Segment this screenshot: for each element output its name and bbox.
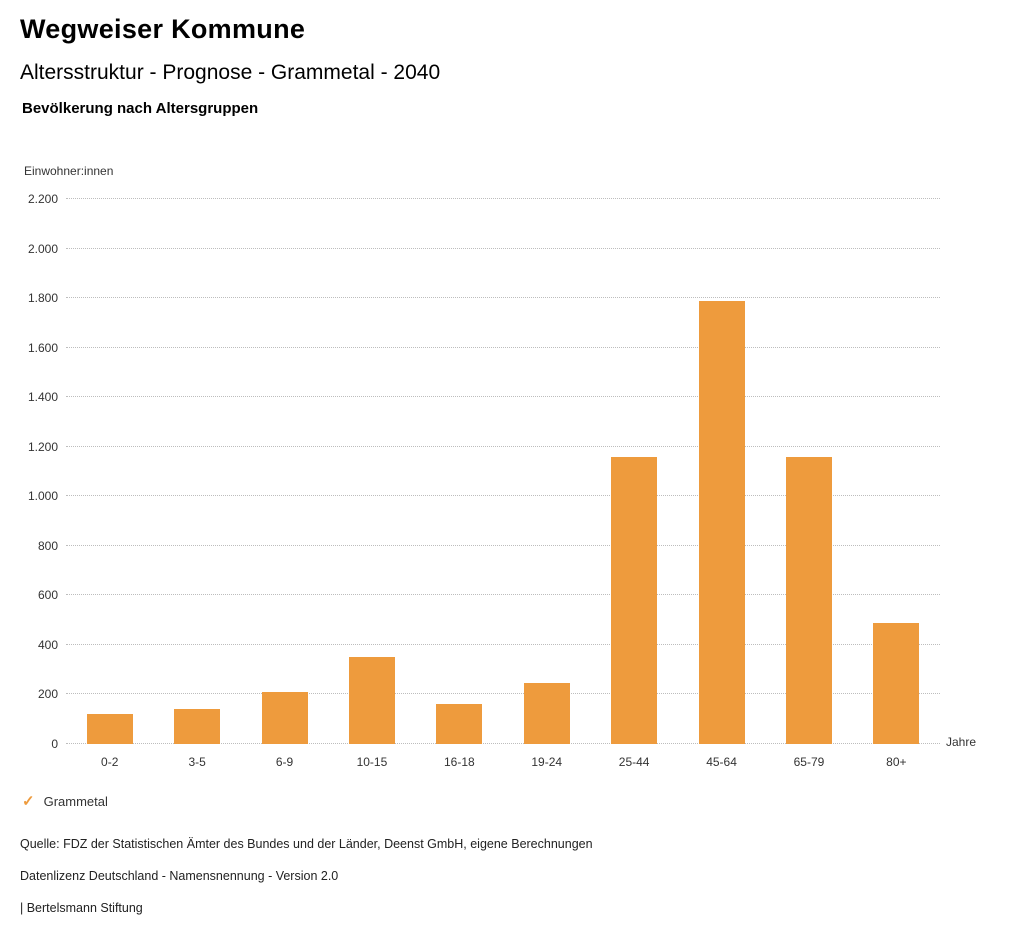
page-title: Wegweiser Kommune [20, 14, 306, 44]
bar-3-5[interactable] [174, 709, 221, 744]
age-structure-chart: Einwohner:innen 0 200 400 600 800 1.000 1.200 1… [20, 164, 1004, 769]
x-tick-label: 16-18 [443, 755, 475, 769]
chart-subtitle: Altersstruktur - Prognose - Grammetal - … [20, 61, 441, 84]
y-tick-label: 1.000 [27, 489, 58, 504]
x-tick-label: 80+ [886, 755, 907, 769]
y-tick-label: 1.200 [27, 439, 58, 454]
y-tick-label: 1.400 [27, 390, 58, 405]
x-axis-labels: 0-2 3-5 6-9 10-15 16-18 19-24 25-44 45-64 65-79 8… [66, 755, 940, 769]
y-tick-label: 800 [37, 538, 58, 553]
gridline [66, 643, 940, 645]
x-tick-label: 25-44 [618, 755, 650, 769]
gridline [66, 346, 940, 348]
x-tick-label: 10-15 [356, 755, 388, 769]
legend-item-grammetal[interactable]: ✓ Grammetal [22, 794, 108, 809]
bar-slot [416, 704, 503, 744]
gridline [66, 743, 940, 744]
license-line: Datenlizenz Deutschland - Namensnennung … [20, 869, 339, 883]
x-tick-label: 6-9 [275, 755, 294, 769]
bars-container [66, 199, 940, 744]
gridline [66, 594, 940, 596]
bar-65-79[interactable] [785, 456, 832, 744]
chart-section-title: Bevölkerung nach Altersgruppen [22, 100, 259, 117]
bar-slot [853, 622, 940, 744]
x-tick-label: 65-79 [793, 755, 825, 769]
x-tick-label: 3-5 [188, 755, 206, 769]
source-line: Quelle: FDZ der Statistischen Ämter des … [20, 837, 593, 851]
x-axis-title: Jahre [946, 735, 977, 749]
bar-45-64[interactable] [698, 300, 745, 744]
y-tick-label: 400 [37, 637, 58, 652]
gridline [66, 495, 940, 497]
bar-25-44[interactable] [611, 456, 658, 744]
chart-plot-row: 0 200 400 600 800 1.000 1.200 1.400 1.600 1.800 2.… [20, 192, 1004, 751]
gridline [66, 693, 940, 695]
y-tick-label: 2.200 [27, 192, 58, 206]
gridline [66, 544, 940, 546]
y-tick-label: 0 [51, 737, 58, 751]
x-tick-label: 45-64 [706, 755, 737, 769]
y-tick-label: 600 [37, 588, 58, 603]
plot-area [66, 198, 940, 744]
bar-slot [590, 456, 677, 744]
bar-slot [66, 714, 153, 744]
y-tick-label: 200 [37, 687, 58, 702]
footer: Quelle: FDZ der Statistischen Ämter des … [20, 837, 1004, 915]
y-tick-label: 1.600 [27, 340, 58, 355]
legend-label: Grammetal [43, 794, 108, 809]
x-axis-title-column: Jahre [940, 199, 1004, 749]
gridline [66, 247, 940, 249]
y-tick-label: 1.800 [27, 291, 58, 306]
y-axis-title: Einwohner:innen [24, 164, 114, 178]
bar-16-18[interactable] [436, 704, 483, 744]
gridline [66, 297, 940, 299]
bar-slot [678, 300, 765, 744]
bar-0-2[interactable] [86, 714, 133, 744]
x-tick-label: 0-2 [101, 755, 119, 769]
bar-6-9[interactable] [261, 691, 308, 744]
y-tick-label: 2.000 [27, 241, 58, 256]
bar-slot [765, 456, 852, 744]
bar-slot [153, 709, 240, 744]
bar-slot [503, 683, 590, 744]
bar-10-15[interactable] [348, 657, 395, 744]
attribution-line: | Bertelsmann Stiftung [20, 901, 143, 915]
y-axis: 0 200 400 600 800 1.000 1.200 1.400 1.600 1.800 2.… [20, 192, 66, 751]
bar-19-24[interactable] [523, 683, 570, 744]
gridline [66, 445, 940, 447]
gridline [66, 396, 940, 398]
x-tick-label: 19-24 [531, 755, 563, 769]
gridline [66, 198, 940, 199]
bar-80+[interactable] [873, 622, 920, 744]
bar-slot [241, 691, 328, 744]
bar-slot [328, 657, 415, 744]
legend-check-icon: ✓ [22, 793, 35, 810]
